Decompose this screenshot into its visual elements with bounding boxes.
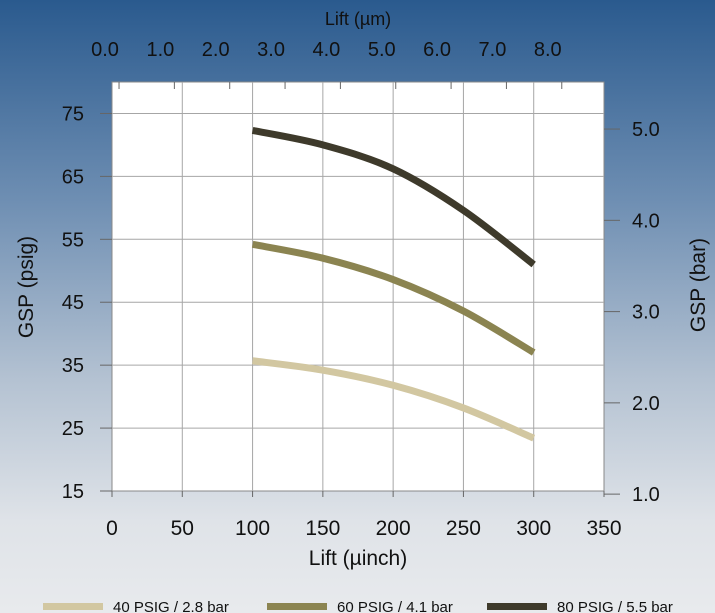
x-top-tick-label: 6.0 xyxy=(423,39,451,61)
y-left-tick-label: 15 xyxy=(62,481,84,503)
legend-label-1: 40 PSIG / 2.8 bar xyxy=(113,599,229,613)
x-axis-top-label: Lift (µm) xyxy=(325,9,391,29)
y-left-tick-label: 35 xyxy=(62,355,84,377)
y-right-tick-label: 2.0 xyxy=(632,393,660,415)
series-line-1 xyxy=(252,357,536,442)
x-bottom-tick-label: 0 xyxy=(106,517,118,540)
legend-swatch-2 xyxy=(267,603,327,610)
y-right-tick-label: 3.0 xyxy=(632,302,660,324)
legend-label-3: 80 PSIG / 5.5 bar xyxy=(557,599,673,613)
x-bottom-tick-label: 50 xyxy=(171,517,194,540)
x-bottom-tick-label: 200 xyxy=(376,517,411,540)
x-axis-bottom-label: Lift (µinch) xyxy=(309,547,407,570)
x-top-tick-label: 7.0 xyxy=(479,39,507,61)
y-axis-left-label: GSP (psig) xyxy=(15,236,38,338)
x-top-tick-label: 0.0 xyxy=(91,39,119,61)
series-line-2 xyxy=(251,240,536,356)
grid xyxy=(100,82,620,497)
y-left-tick-label: 45 xyxy=(62,292,84,314)
y-right-tick-label: 5.0 xyxy=(632,119,660,141)
series-lines xyxy=(251,127,536,442)
x-top-tick-label: 1.0 xyxy=(146,39,174,61)
y-axis-right-label: GSP (bar) xyxy=(687,238,710,332)
y-left-tick-label: 75 xyxy=(62,103,84,125)
y-left-tick-label: 65 xyxy=(62,166,84,188)
x-top-tick-label: 8.0 xyxy=(534,39,562,61)
x-bottom-tick-label: 250 xyxy=(446,517,481,540)
y-right-tick-label: 4.0 xyxy=(632,210,660,232)
legend-swatch-1 xyxy=(43,603,103,610)
y-left-tick-label: 25 xyxy=(62,418,84,440)
y-left-tick-label: 55 xyxy=(62,229,84,251)
x-bottom-tick-label: 100 xyxy=(235,517,270,540)
top-axis-ticks xyxy=(118,82,563,89)
x-top-tick-label: 3.0 xyxy=(257,39,285,61)
legend: 40 PSIG / 2.8 bar 60 PSIG / 4.1 bar 80 PSI… xyxy=(43,599,673,613)
x-top-tick-label: 2.0 xyxy=(202,39,230,61)
legend-swatch-3 xyxy=(487,603,547,610)
x-top-tick-label: 5.0 xyxy=(368,39,396,61)
series-line-3 xyxy=(251,127,536,268)
x-bottom-tick-label: 150 xyxy=(305,517,340,540)
x-bottom-tick-label: 300 xyxy=(516,517,551,540)
tick-labels: 0 50 100 150 200 250 300 350 15 25 35 45 55 65 75 1.0 2.… xyxy=(62,39,660,540)
y-right-tick-label: 1.0 xyxy=(632,484,660,506)
x-top-tick-label: 4.0 xyxy=(312,39,340,61)
x-bottom-tick-label: 350 xyxy=(586,517,621,540)
legend-label-2: 60 PSIG / 4.1 bar xyxy=(337,599,453,613)
plot-area xyxy=(111,81,605,492)
